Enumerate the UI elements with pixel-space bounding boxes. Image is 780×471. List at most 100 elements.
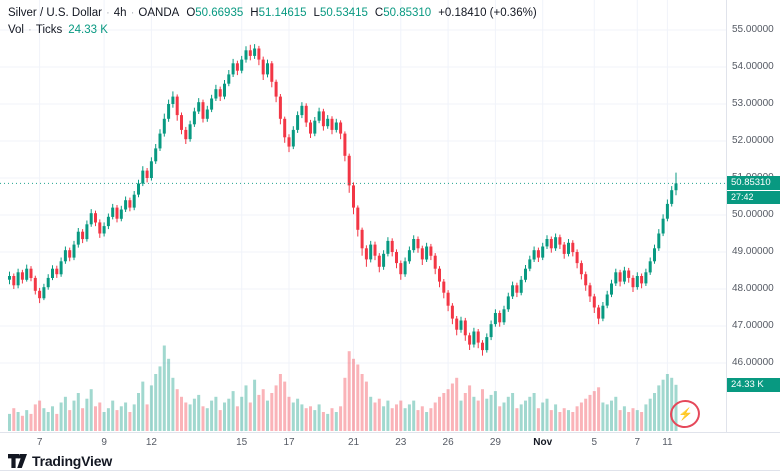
volume-bar <box>635 410 639 431</box>
price-tick-label: 55.00000 <box>732 24 774 35</box>
volume-bar <box>167 358 171 431</box>
volume-bar <box>291 402 295 431</box>
candle-body <box>403 261 407 275</box>
volume-bar <box>214 396 218 431</box>
candle-body <box>274 81 278 97</box>
candle-body <box>180 115 183 130</box>
volume-bar <box>429 408 433 431</box>
candle-body <box>227 74 231 84</box>
candle-body <box>257 48 261 60</box>
candle-body <box>20 272 24 280</box>
time-tick-label: Nov <box>533 437 553 448</box>
candle-body <box>369 244 373 260</box>
candle-body <box>235 63 239 71</box>
candlestick-chart-canvas[interactable] <box>0 0 726 432</box>
price-tick-label: 46.00000 <box>732 357 774 368</box>
candle-body <box>562 244 566 254</box>
volume-type-label: Ticks <box>35 24 63 36</box>
volume-label[interactable]: Vol <box>8 24 24 36</box>
candle-body <box>579 263 583 275</box>
candle-body <box>33 277 37 291</box>
time-tick-label: 23 <box>395 437 407 448</box>
candle-body <box>278 96 282 119</box>
candle-body <box>223 83 226 97</box>
candle-body <box>68 250 72 258</box>
volume-bar <box>524 400 527 431</box>
candle-body <box>81 231 85 240</box>
price-tick-label: 52.00000 <box>732 135 774 146</box>
volume-bar <box>567 410 570 431</box>
interval-label[interactable]: 4h <box>113 7 127 19</box>
volume-bar <box>124 402 128 431</box>
candle-body <box>162 118 166 134</box>
candle-body <box>106 216 110 227</box>
volume-bar <box>46 412 50 431</box>
volume-bar <box>450 383 454 431</box>
volume-bar <box>201 406 205 431</box>
volume-bar <box>270 393 274 431</box>
candle-body <box>300 105 304 116</box>
volume-bar <box>321 412 325 431</box>
candle-body <box>248 50 252 56</box>
candle-body <box>536 250 540 258</box>
volume-bar <box>261 389 265 431</box>
volume-bar <box>519 404 523 431</box>
volume-bar <box>16 412 20 431</box>
volume-bar <box>661 379 665 431</box>
volume-bar <box>12 408 16 431</box>
candle-body <box>98 222 102 234</box>
price-tick-label: 48.00000 <box>732 283 774 294</box>
candle-body <box>640 276 644 284</box>
open-label: O <box>186 7 196 19</box>
candle-body <box>450 305 454 319</box>
volume-bar <box>485 398 489 431</box>
price-tick-label: 50.00000 <box>732 209 774 220</box>
volume-bar <box>412 400 416 431</box>
volume-bar <box>154 374 158 431</box>
candle-body <box>420 248 424 260</box>
volume-badge: 24.33 K <box>727 377 780 392</box>
close-label: C <box>374 7 384 19</box>
volume-bar <box>76 393 80 431</box>
volume-bar <box>227 398 231 431</box>
candle-body <box>321 111 325 127</box>
candle-body <box>519 279 523 293</box>
volume-bar <box>313 410 317 431</box>
candle-body <box>674 183 678 191</box>
candle-body <box>407 250 411 262</box>
legend-separator: · <box>28 24 32 36</box>
volume-bar <box>360 374 364 431</box>
candle-body <box>55 268 59 275</box>
volume-legend-row: Vol · Ticks 24.33 K <box>8 22 537 39</box>
volume-bar <box>218 410 222 431</box>
candle-body <box>558 237 562 245</box>
candle-body <box>541 246 545 258</box>
price-axis[interactable]: 55.0000054.0000053.0000052.0000051.00000… <box>726 0 780 432</box>
volume-bar <box>558 412 562 431</box>
volume-bar <box>459 400 463 431</box>
candle-body <box>532 250 536 260</box>
low-label: L <box>313 7 320 19</box>
candle-body <box>412 239 416 251</box>
legend-separator: · <box>130 7 135 19</box>
volume-bar <box>631 408 635 431</box>
candle-body <box>588 285 592 297</box>
candle-body <box>296 115 300 130</box>
candle-body <box>571 242 575 253</box>
candle-body <box>528 259 532 269</box>
time-axis[interactable]: 7 9 12 15 17 21 23 26 29 Nov 5 7 11 <box>0 432 780 453</box>
volume-bar <box>386 400 390 431</box>
symbol-title[interactable]: Silver / U.S. Dollar <box>8 7 102 19</box>
volume-bar <box>347 351 351 431</box>
volume-bar <box>309 406 312 431</box>
volume-bar <box>640 412 644 431</box>
volume-bar <box>175 389 179 431</box>
tradingview-logo[interactable]: TradingView <box>8 453 112 469</box>
volume-bar <box>274 385 278 431</box>
candle-body <box>584 274 588 286</box>
candle-body <box>506 296 510 310</box>
candle-body <box>399 263 403 275</box>
time-tick-label: 12 <box>145 437 157 448</box>
volume-bar <box>304 408 308 431</box>
candle-body <box>171 96 175 104</box>
